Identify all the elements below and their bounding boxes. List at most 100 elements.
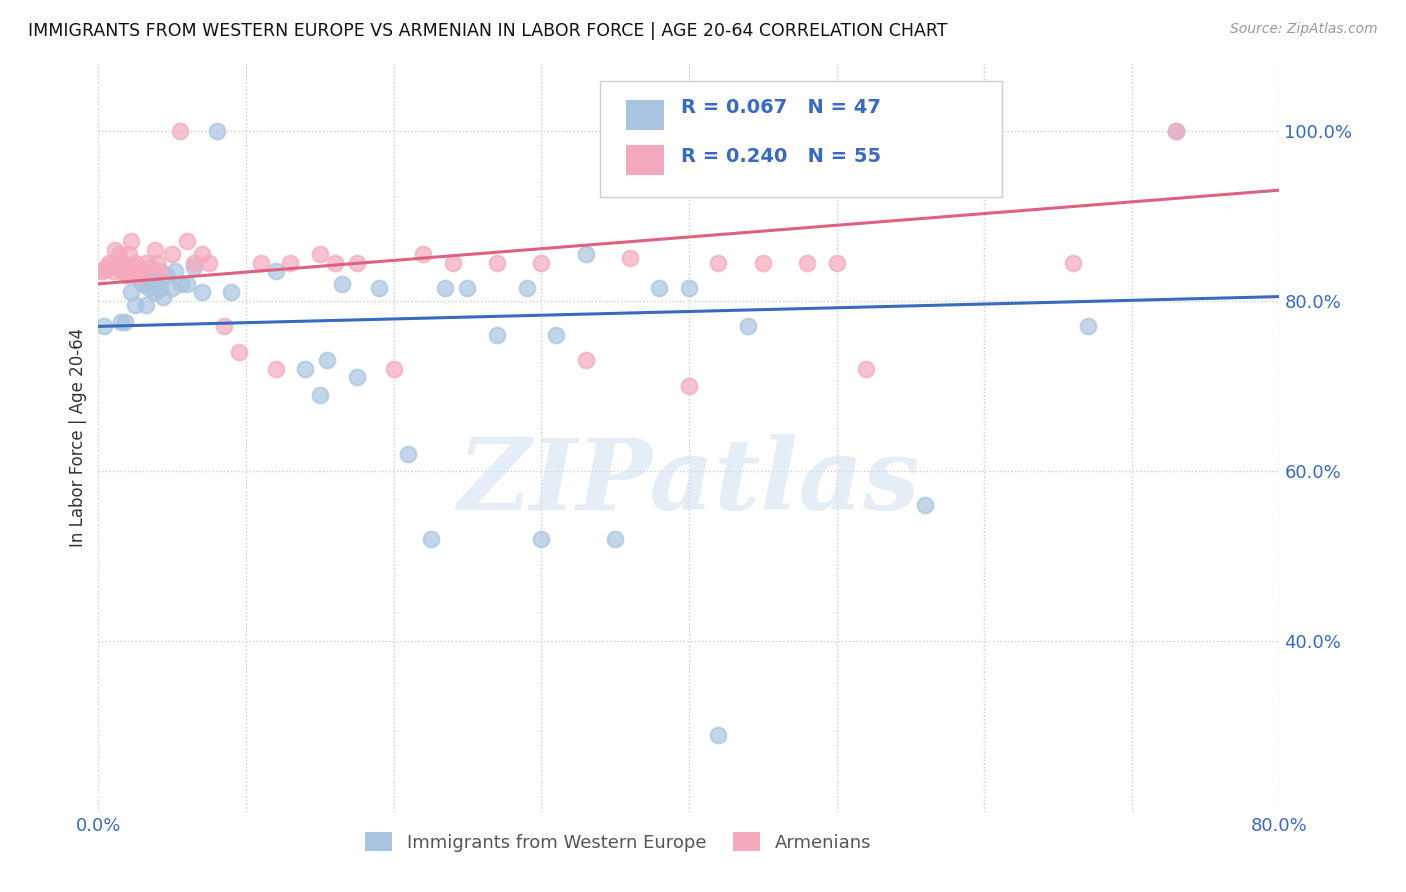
Point xyxy=(125,264,148,278)
Point xyxy=(111,264,134,278)
Point xyxy=(128,268,150,283)
Point xyxy=(165,264,187,278)
Point xyxy=(110,255,132,269)
Point xyxy=(107,260,129,274)
Point xyxy=(457,281,479,295)
Point xyxy=(419,533,441,547)
Point xyxy=(183,260,205,274)
Point xyxy=(264,362,287,376)
Point xyxy=(108,247,131,261)
Point xyxy=(855,362,877,376)
Point xyxy=(1062,255,1084,269)
Point xyxy=(221,285,243,300)
Point xyxy=(120,285,142,300)
Point xyxy=(250,255,273,269)
Point xyxy=(176,277,198,291)
Point xyxy=(486,327,509,342)
Point xyxy=(93,319,115,334)
Point xyxy=(398,447,420,461)
Point xyxy=(191,285,214,300)
Point xyxy=(441,255,464,269)
Point xyxy=(530,533,553,547)
Point xyxy=(316,353,339,368)
Point xyxy=(198,255,221,269)
FancyBboxPatch shape xyxy=(626,145,664,175)
Point xyxy=(1166,123,1188,137)
Point xyxy=(546,327,568,342)
Legend: Immigrants from Western Europe, Armenians: Immigrants from Western Europe, Armenian… xyxy=(357,825,879,859)
Point xyxy=(294,362,316,376)
Point xyxy=(141,277,163,291)
Point xyxy=(117,268,139,283)
Point xyxy=(124,298,146,312)
Point xyxy=(346,255,368,269)
Point xyxy=(368,281,391,295)
Point xyxy=(648,281,671,295)
Point xyxy=(191,247,214,261)
Point xyxy=(132,264,155,278)
Text: R = 0.067   N = 47: R = 0.067 N = 47 xyxy=(681,98,880,117)
Point xyxy=(103,264,125,278)
Point xyxy=(149,264,172,278)
Point xyxy=(89,264,111,278)
Point xyxy=(707,255,730,269)
Point xyxy=(346,370,368,384)
Point xyxy=(678,281,700,295)
Point xyxy=(170,277,193,291)
Point xyxy=(162,247,183,261)
Point xyxy=(115,264,138,278)
Point xyxy=(264,264,287,278)
Point xyxy=(575,247,598,261)
Point xyxy=(143,285,166,300)
Point xyxy=(139,260,162,274)
Point xyxy=(330,277,353,291)
Point xyxy=(914,498,936,512)
Point xyxy=(122,260,145,274)
Point xyxy=(124,255,146,269)
FancyBboxPatch shape xyxy=(600,81,1002,197)
Point xyxy=(152,289,174,303)
Point xyxy=(309,247,332,261)
Point xyxy=(796,255,818,269)
Point xyxy=(91,264,114,278)
Point xyxy=(575,353,598,368)
Point xyxy=(205,123,228,137)
Point xyxy=(280,255,302,269)
Point xyxy=(120,234,142,248)
Point xyxy=(143,243,166,257)
Text: ZIPatlas: ZIPatlas xyxy=(458,434,920,530)
Point xyxy=(155,268,177,283)
Point xyxy=(228,345,250,359)
Point xyxy=(98,260,121,274)
Point xyxy=(825,255,848,269)
Point xyxy=(752,255,775,269)
Point xyxy=(516,281,538,295)
Point xyxy=(146,272,169,286)
Point xyxy=(323,255,346,269)
Point xyxy=(114,315,136,329)
Point xyxy=(104,243,127,257)
Point xyxy=(176,234,198,248)
Point xyxy=(94,260,117,274)
Point xyxy=(110,315,132,329)
Point xyxy=(97,255,120,269)
Point xyxy=(118,247,141,261)
Point xyxy=(128,272,150,286)
Point xyxy=(382,362,405,376)
FancyBboxPatch shape xyxy=(626,100,664,130)
Text: IMMIGRANTS FROM WESTERN EUROPE VS ARMENIAN IN LABOR FORCE | AGE 20-64 CORRELATIO: IMMIGRANTS FROM WESTERN EUROPE VS ARMENI… xyxy=(28,22,948,40)
Point xyxy=(605,533,627,547)
Point xyxy=(309,387,332,401)
Point xyxy=(162,281,183,295)
Point xyxy=(183,255,205,269)
Point xyxy=(434,281,457,295)
Point xyxy=(1077,319,1099,334)
Point xyxy=(149,281,172,295)
Point xyxy=(135,298,157,312)
Point xyxy=(1166,123,1188,137)
Point xyxy=(169,123,191,137)
Point xyxy=(707,728,730,742)
Y-axis label: In Labor Force | Age 20-64: In Labor Force | Age 20-64 xyxy=(69,327,87,547)
Point xyxy=(132,277,155,291)
Point xyxy=(135,255,157,269)
